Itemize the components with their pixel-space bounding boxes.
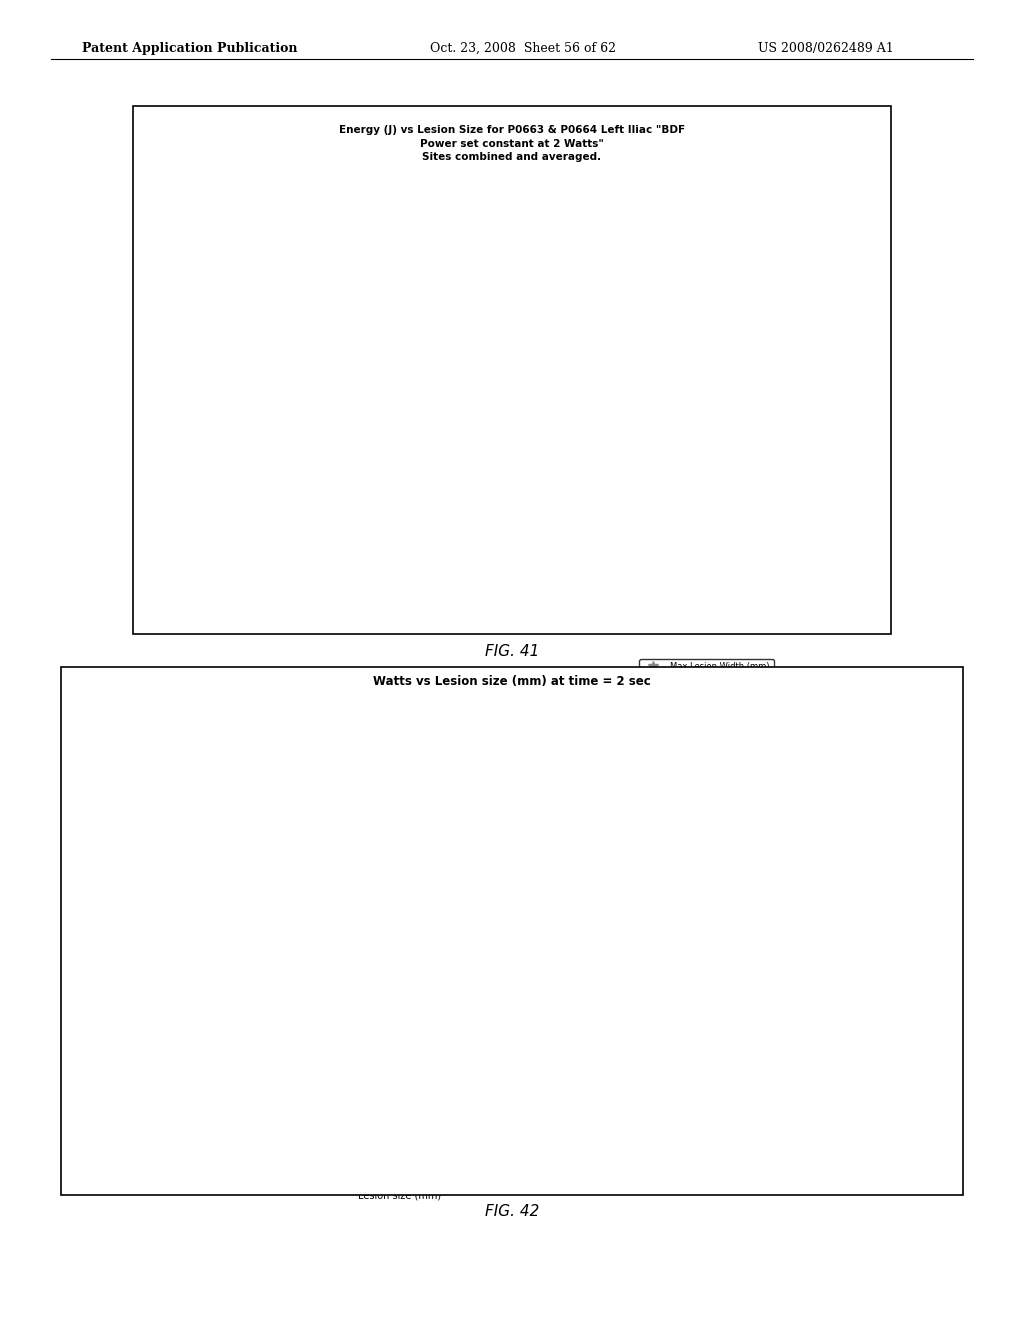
Bar [297,979,337,998]
Text: y = 1.3945e$^{0.7339x}$: y = 1.3945e$^{0.7339x}$ [240,896,323,911]
Text: Energy (J) vs Lesion Size for P0663 & P0664 Left Iliac "BDF
Power set constant a: Energy (J) vs Lesion Size for P0663 & P0… [339,125,685,162]
Legend: Max Lesion Width (mm), Max Lesion Depth (mm), Linear (Max Lesion Width
(mm)), Li: Max Lesion Width (mm), Max Lesion Depth … [691,737,848,884]
Text: Patent Application Publication: Patent Application Publication [82,42,297,55]
Text: y = 1.2838e$^{0.3376x}$: y = 1.2838e$^{0.3376x}$ [359,824,442,838]
Y-axis label: Power (Watts): Power (Watts) [98,916,109,985]
Y-axis label: Energy (Joules): Energy (Joules) [176,343,185,416]
Text: FIG. 42: FIG. 42 [484,1204,540,1218]
X-axis label: Lesion Size (mm): Lesion Size (mm) [450,597,534,606]
Text: FIG. 41: FIG. 41 [484,644,540,659]
Text: Oct. 23, 2008  Sheet 56 of 62: Oct. 23, 2008 Sheet 56 of 62 [430,42,616,55]
X-axis label: Lesion size (mm): Lesion size (mm) [357,1191,441,1200]
Text: Watts vs Lesion size (mm) at time = 2 sec: Watts vs Lesion size (mm) at time = 2 se… [373,675,651,688]
Legend: Max Lesion Width (mm), Max Lesion Depth (mm): Max Lesion Width (mm), Max Lesion Depth … [639,659,774,686]
Text: US 2008/0262489 A1: US 2008/0262489 A1 [758,42,894,55]
